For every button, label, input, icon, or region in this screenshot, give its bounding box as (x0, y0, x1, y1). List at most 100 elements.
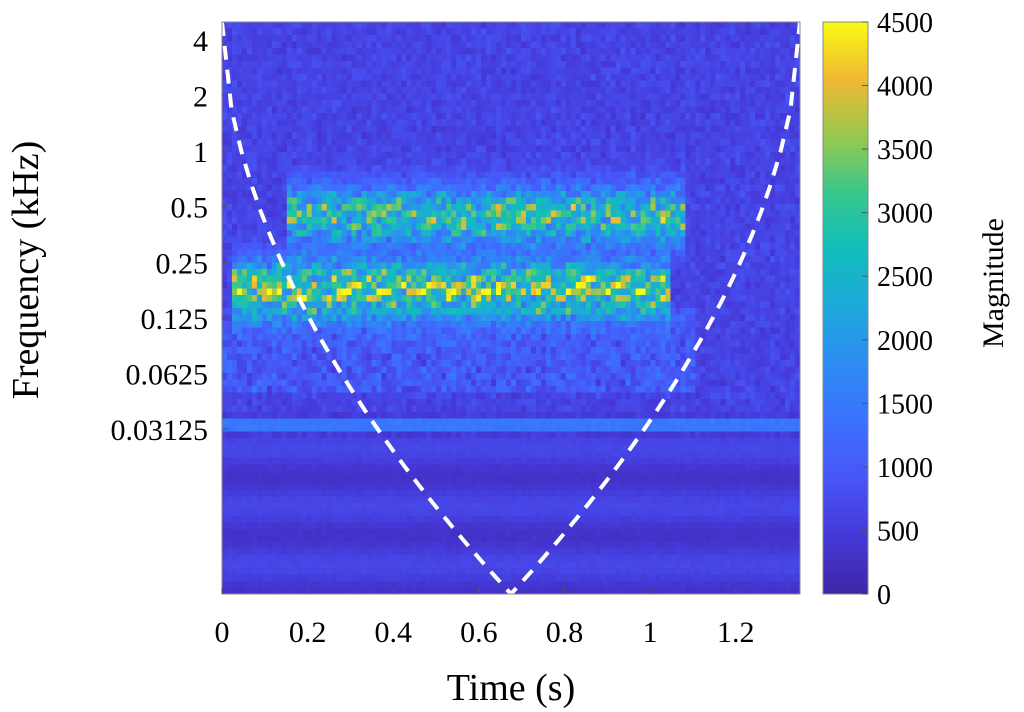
heatmap-cell (580, 256, 587, 264)
heatmap-cell (366, 100, 373, 108)
heatmap-cell (446, 106, 452, 114)
heatmap-cell (755, 80, 761, 88)
heatmap-cell (501, 41, 507, 49)
heatmap-cell (515, 41, 522, 49)
heatmap-cell (750, 113, 756, 121)
heatmap-cell (351, 139, 358, 147)
heatmap-cell (366, 223, 373, 231)
heatmap-cell (570, 48, 577, 56)
heatmap-cell (595, 74, 602, 82)
heatmap-cell (645, 158, 652, 166)
heatmap-cell (376, 171, 383, 179)
heatmap-cell (770, 288, 776, 296)
heatmap-cell (396, 230, 402, 238)
heatmap-cell (416, 262, 422, 270)
heatmap-cell (630, 223, 637, 231)
heatmap-cell (231, 191, 238, 199)
heatmap-cell (550, 197, 557, 205)
heatmap-cell (316, 113, 323, 121)
heatmap-cell (620, 80, 627, 88)
heatmap-cell (640, 139, 647, 147)
heatmap-cell (795, 113, 800, 121)
heatmap-cell (326, 230, 333, 238)
heatmap-cell (506, 35, 512, 43)
heatmap-cell (700, 87, 706, 95)
heatmap-cell (530, 22, 537, 30)
heatmap-cell (640, 28, 647, 36)
heatmap-cell (296, 67, 303, 75)
heatmap-cell (565, 256, 572, 264)
heatmap-cell (226, 80, 233, 88)
heatmap-cell (481, 184, 487, 192)
heatmap-cell (376, 61, 383, 69)
heatmap-cell (231, 301, 238, 309)
heatmap-cell (520, 158, 527, 166)
heatmap-cell (426, 243, 432, 251)
heatmap-cell (790, 145, 796, 153)
heatmap-cell (625, 48, 632, 56)
heatmap-cell (416, 74, 422, 82)
heatmap-cell (775, 35, 781, 43)
heatmap-cell (391, 41, 397, 49)
heatmap-cell (705, 256, 711, 264)
heatmap-cell (655, 61, 662, 69)
heatmap-cell (700, 80, 706, 88)
heatmap-cell (346, 106, 353, 114)
heatmap-cell (506, 223, 512, 231)
heatmap-cell (655, 184, 662, 192)
heatmap-cell (421, 41, 427, 49)
heatmap-cell (276, 87, 283, 95)
heatmap-cell (680, 67, 686, 75)
heatmap-cell (660, 48, 667, 56)
heatmap-cell (316, 48, 323, 56)
heatmap-cell (256, 171, 263, 179)
heatmap-cell (471, 145, 477, 153)
heatmap-cell (550, 152, 557, 160)
heatmap-cell (565, 35, 572, 43)
heatmap-cell (381, 132, 388, 140)
heatmap-cell (530, 152, 537, 160)
heatmap-cell (276, 48, 283, 56)
heatmap-cell (570, 282, 577, 290)
heatmap-cell (231, 197, 238, 205)
heatmap-cell (416, 178, 422, 186)
heatmap-cell (361, 74, 368, 82)
heatmap-cell (535, 217, 542, 225)
heatmap-cell (710, 80, 716, 88)
heatmap-cell (575, 54, 582, 62)
heatmap-cell (690, 184, 696, 192)
heatmap-cell (346, 223, 353, 231)
heatmap-cell (700, 54, 706, 62)
heatmap-cell (506, 295, 512, 303)
heatmap-cell (535, 22, 542, 30)
heatmap-cell (301, 249, 308, 257)
heatmap-cell (451, 145, 457, 153)
heatmap-cell (555, 165, 562, 173)
heatmap-cell (700, 61, 706, 69)
heatmap-cell (580, 54, 587, 62)
heatmap-cell (795, 87, 800, 95)
heatmap-cell (346, 67, 353, 75)
heatmap-cell (426, 67, 432, 75)
heatmap-cell (491, 74, 497, 82)
heatmap-cell (520, 132, 527, 140)
heatmap-cell (715, 22, 721, 30)
heatmap-cell (675, 28, 682, 36)
heatmap-cell (540, 249, 547, 257)
heatmap-cell (520, 119, 527, 127)
heatmap-cell (461, 230, 467, 238)
heatmap-cell (401, 132, 407, 140)
heatmap-cell (525, 139, 532, 147)
heatmap-cell (411, 35, 417, 43)
heatmap-cell (421, 191, 427, 199)
heatmap-cell (655, 282, 662, 290)
heatmap-cell (640, 113, 647, 121)
heatmap-cell (291, 262, 298, 270)
heatmap-cell (222, 197, 228, 205)
heatmap-cell (515, 139, 522, 147)
heatmap-cell (386, 197, 393, 205)
heatmap-cell (775, 295, 781, 303)
heatmap-cell (436, 191, 442, 199)
heatmap-cell (361, 249, 368, 257)
heatmap-cell (780, 126, 786, 134)
